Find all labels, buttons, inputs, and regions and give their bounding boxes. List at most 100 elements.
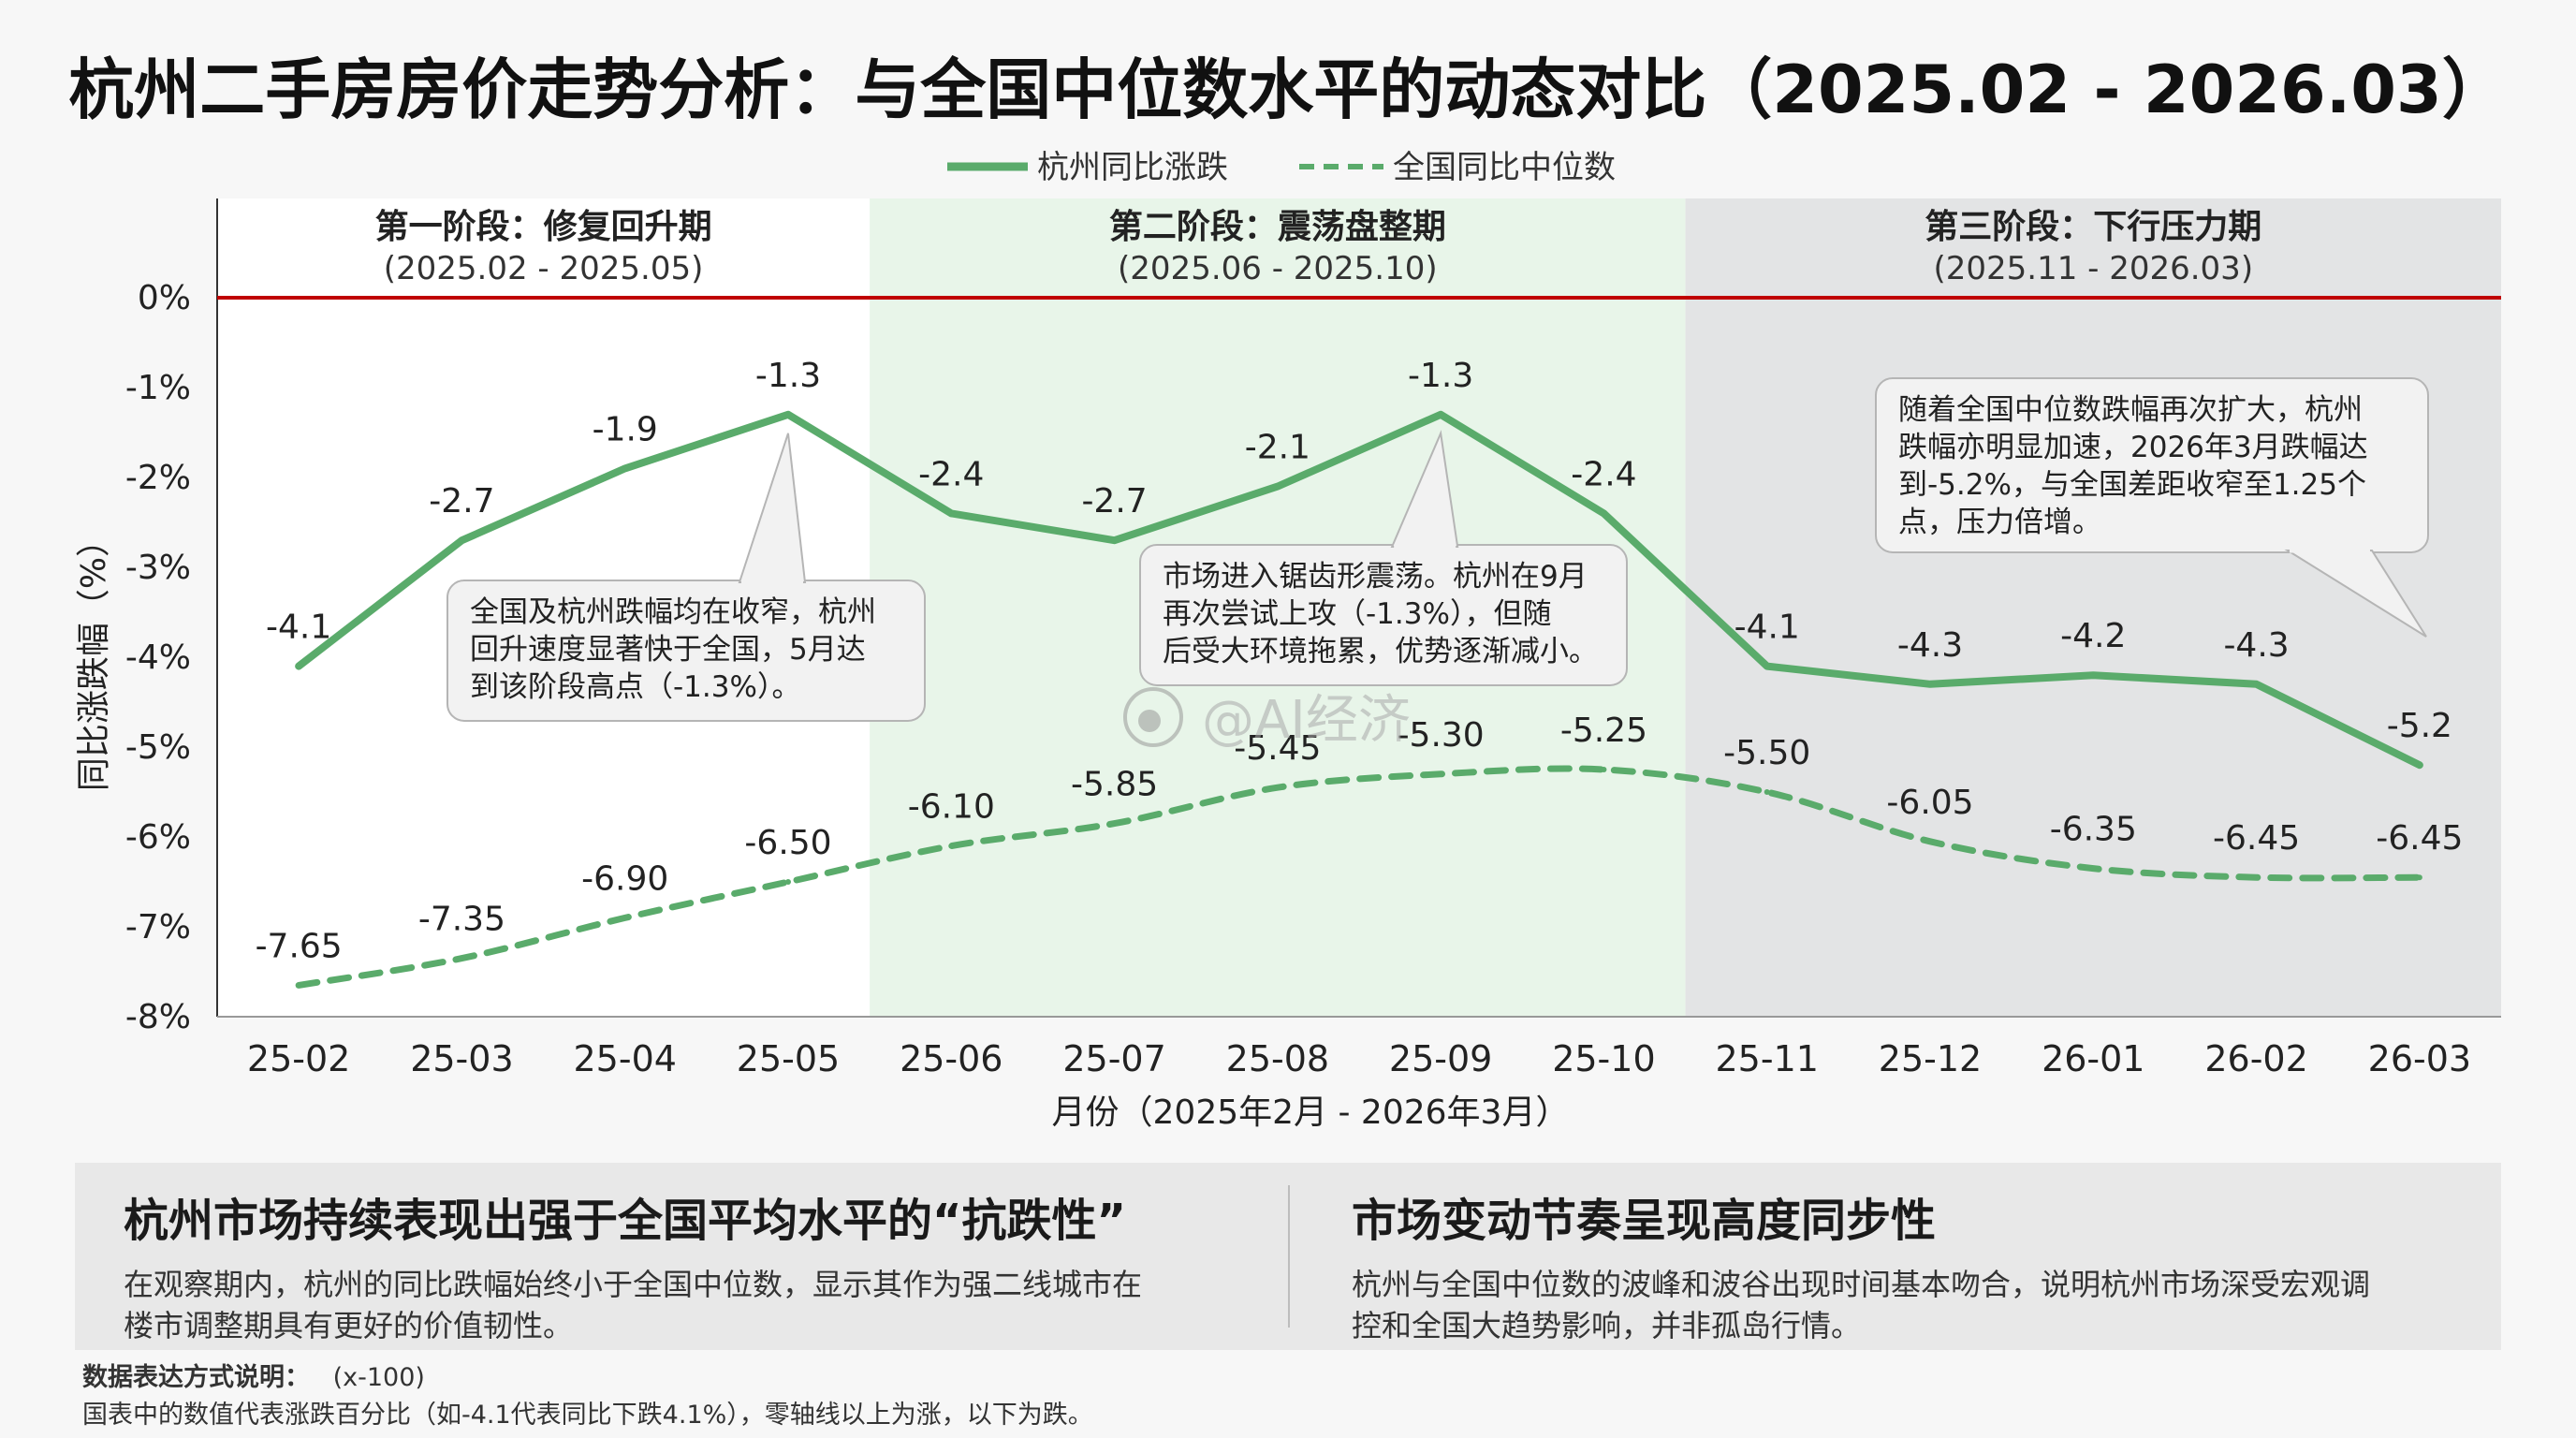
national-point-25-08 — [1274, 785, 1281, 791]
summary-divider — [1288, 1185, 1290, 1328]
x-tick-label: 26-01 — [2042, 1038, 2144, 1079]
national-data-label: -5.25 — [1560, 712, 1647, 750]
hangzhou-data-label: -2.7 — [429, 482, 494, 521]
y-tick-label: -1% — [125, 369, 191, 407]
phase-range-2: (2025.06 - 2025.10) — [1118, 250, 1438, 287]
y-tick-label: -8% — [125, 998, 191, 1036]
y-tick-label: -7% — [125, 908, 191, 946]
national-data-label: -7.35 — [418, 901, 505, 939]
annotation-text-line: 再次尝试上攻（-1.3%），但随 — [1163, 597, 1551, 631]
x-tick-label: 25-05 — [737, 1038, 840, 1079]
data-note-label: 数据表达方式说明： — [82, 1363, 310, 1392]
data-note-text: 国表中的数值代表涨跌百分比（如-4.1代表同比下跌4.1%），零轴线以上为涨，以… — [82, 1401, 1093, 1430]
annotation-text-line: 回升速度显著快于全国，5月达 — [470, 633, 866, 667]
hangzhou-point-25-10 — [1601, 510, 1607, 517]
annotation-box — [1139, 544, 1628, 686]
national-point-26-03 — [2416, 874, 2422, 881]
x-tick-label: 25-06 — [900, 1038, 1003, 1079]
national-data-label: -6.50 — [744, 824, 831, 862]
summary-right: 市场变动节奏呈现高度同步性 杭州与全国中位数的波峰和波谷出现时间基本吻合，说明杭… — [1352, 1163, 2494, 1350]
national-data-label: -5.30 — [1398, 716, 1485, 755]
national-point-25-05 — [785, 879, 791, 885]
national-data-label: -5.45 — [1234, 729, 1321, 768]
hangzhou-point-25-04 — [622, 465, 628, 472]
annotation-box — [1875, 377, 2429, 553]
hangzhou-data-label: -2.4 — [918, 455, 984, 493]
hangzhou-point-26-02 — [2253, 681, 2260, 687]
x-tick-label: 25-02 — [247, 1038, 350, 1079]
national-data-label: -5.85 — [1071, 766, 1158, 804]
national-data-label: -5.50 — [1723, 734, 1810, 772]
national-data-label: -6.45 — [2213, 819, 2300, 858]
x-tick-label: 26-02 — [2204, 1038, 2307, 1079]
series-line-hangzhou — [295, 410, 2423, 770]
national-data-label: -6.05 — [1886, 784, 1973, 822]
x-tick-label: 25-11 — [1716, 1038, 1819, 1079]
x-tick-label: 25-07 — [1062, 1038, 1165, 1079]
phase-title-1: 第一阶段：修复回升期 — [375, 208, 712, 246]
national-point-25-11 — [1764, 789, 1770, 795]
summary-right-title: 市场变动节奏呈现高度同步性 — [1352, 1195, 1937, 1247]
annotation-text-line: 全国及杭州跌幅均在收窄，杭州 — [470, 595, 876, 629]
x-tick-label: 25-08 — [1226, 1038, 1329, 1079]
hangzhou-data-label: -2.4 — [1571, 455, 1636, 493]
national-point-25-06 — [948, 843, 955, 849]
y-tick-label: -3% — [125, 549, 191, 587]
series-line-national — [295, 765, 2423, 989]
x-tick-label: 25-12 — [1879, 1038, 1982, 1079]
national-point-26-02 — [2253, 874, 2260, 881]
summary-right-text-2: 控和全国大趋势影响，并非孤岛行情。 — [1352, 1308, 1862, 1343]
y-tick-label: -4% — [125, 638, 191, 677]
summary-left-text-1: 在观察期内，杭州的同比跌幅始终小于全国中位数，显示其作为强二线城市在 — [124, 1267, 1143, 1302]
weibo-logo-icon — [1123, 687, 1183, 747]
phase-title-3: 第三阶段：下行压力期 — [1925, 208, 2261, 246]
annotation-text-line: 随着全国中位数跌幅再次扩大，杭州 — [1898, 393, 2363, 427]
hangzhou-data-label: -4.2 — [2060, 617, 2126, 655]
x-tick-label: 26-03 — [2368, 1038, 2471, 1079]
y-tick-label: -5% — [125, 728, 191, 767]
y-tick-label: -6% — [125, 818, 191, 857]
watermark: @AI经济 — [1123, 687, 1411, 751]
hangzhou-data-label: -4.1 — [1734, 609, 1800, 647]
annotation-text-line: 到该阶段高点（-1.3%）。 — [470, 670, 800, 704]
national-point-26-01 — [2090, 865, 2097, 872]
legend-hangzhou-label: 杭州同比涨跌 — [1037, 149, 1228, 186]
phase-title-2: 第二阶段：震荡盘整期 — [1109, 207, 1446, 246]
legend-national-label: 全国同比中位数 — [1393, 149, 1616, 186]
hangzhou-data-label: -2.7 — [1081, 482, 1147, 521]
hangzhou-point-25-07 — [1111, 537, 1118, 544]
national-point-25-04 — [622, 915, 628, 921]
annotation-text-line: 跌幅亦明显加速，2026年3月跌幅达 — [1898, 431, 2368, 464]
summary-panel: 杭州市场持续表现出强于全国平均水平的“抗跌性” 在观察期内，杭州的同比跌幅始终小… — [75, 1163, 2501, 1350]
national-data-label: -6.10 — [908, 788, 995, 827]
summary-left-title: 杭州市场持续表现出强于全国平均水平的“抗跌性” — [124, 1195, 1127, 1247]
summary-left-text-2: 楼市调整期具有更好的价值韧性。 — [124, 1308, 574, 1343]
national-data-label: -6.90 — [581, 859, 668, 898]
watermark-text: @AI经济 — [1202, 690, 1411, 751]
y-axis-title: 同比涨跌幅（%） — [75, 523, 113, 791]
hangzhou-data-label: -1.3 — [755, 357, 821, 395]
weibo-logo-dot-icon — [1138, 710, 1161, 732]
hangzhou-data-label: -5.2 — [2387, 707, 2452, 745]
national-point-25-12 — [1927, 838, 1933, 844]
x-tick-label: 25-04 — [574, 1038, 677, 1079]
national-data-label: -7.65 — [256, 927, 343, 965]
annotation-text-line: 市场进入锯齿形震荡。杭州在9月 — [1163, 560, 1588, 594]
hangzhou-point-25-02 — [296, 663, 302, 669]
x-axis-title: 月份（2025年2月 - 2026年3月） — [1052, 1093, 1570, 1132]
national-point-25-02 — [296, 982, 302, 989]
annotation-text-line: 后受大环境拖累，优势逐渐减小。 — [1163, 635, 1598, 668]
hangzhou-data-label: -1.3 — [1408, 357, 1473, 395]
national-point-25-07 — [1111, 820, 1118, 827]
summary-right-text-1: 杭州与全国中位数的波峰和波谷出现时间基本吻合，说明杭州市场深受宏观调 — [1352, 1267, 2371, 1302]
hangzhou-point-26-03 — [2416, 762, 2422, 769]
national-point-25-03 — [459, 955, 465, 961]
hangzhou-point-25-11 — [1764, 663, 1770, 669]
hangzhou-point-25-05 — [785, 411, 791, 418]
data-note: 数据表达方式说明： (x-100) 国表中的数值代表涨跌百分比（如-4.1代表同… — [82, 1359, 2479, 1434]
y-tick-label: 0% — [138, 279, 191, 317]
y-tick-label: -2% — [125, 459, 191, 497]
hangzhou-data-label: -4.3 — [2223, 626, 2289, 665]
phase-range-1: (2025.02 - 2025.05) — [384, 250, 704, 287]
national-data-label: -6.35 — [2050, 811, 2137, 849]
